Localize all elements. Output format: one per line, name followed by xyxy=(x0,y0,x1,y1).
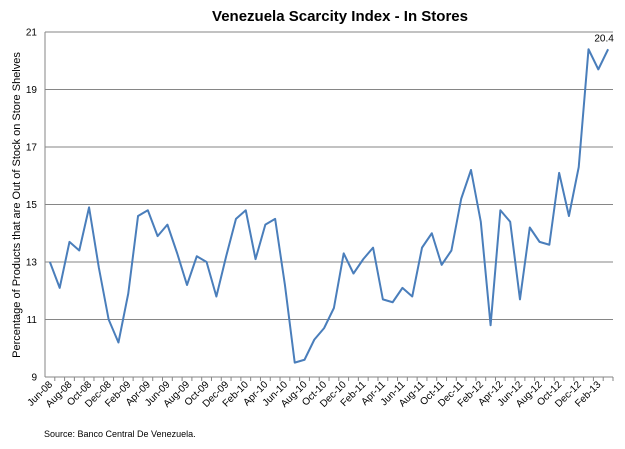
y-tick-label: 9 xyxy=(31,373,37,384)
y-tick-label: 19 xyxy=(26,85,38,96)
y-tick-label: 11 xyxy=(27,315,38,326)
y-tick-label: 21 xyxy=(26,28,38,39)
y-tick-label: 15 xyxy=(26,200,38,211)
source-note: Source: Banco Central De Venezuela. xyxy=(44,429,196,439)
chart-title: Venezuela Scarcity Index - In Stores xyxy=(212,8,468,25)
y-axis-label: Percentage of Products that are Out of S… xyxy=(11,52,23,358)
y-tick-label: 13 xyxy=(26,258,38,269)
data-line xyxy=(48,48,610,364)
data-label: 20.4 xyxy=(594,33,614,44)
y-tick-label: 17 xyxy=(26,143,38,154)
